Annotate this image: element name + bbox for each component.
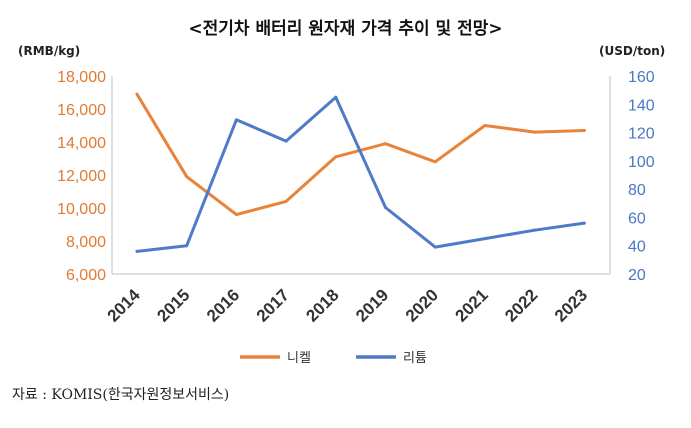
- data-point: [185, 244, 189, 248]
- x-tick-label: 2014: [104, 285, 145, 326]
- left-tick-label: 8,000: [66, 234, 106, 251]
- left-tick-label: 6,000: [66, 267, 106, 284]
- data-point: [135, 249, 139, 253]
- data-point: [483, 124, 487, 127]
- x-tick-label: 2019: [352, 285, 392, 325]
- data-point: [384, 206, 387, 210]
- data-point: [533, 130, 537, 134]
- data-point: [582, 221, 586, 225]
- right-tick-label: 40: [628, 239, 646, 256]
- right-tick-label: 80: [628, 182, 646, 199]
- right-axis-unit: (USD/ton): [599, 44, 665, 58]
- left-tick-label: 12,000: [57, 168, 106, 185]
- data-point: [433, 245, 437, 249]
- x-tick-label: 2017: [253, 285, 293, 325]
- right-tick-label: 140: [628, 97, 655, 114]
- source-note: 자료 : KOMIS(한국자원정보서비스): [12, 387, 230, 403]
- right-tick-label: 20: [628, 267, 646, 284]
- data-point: [234, 118, 238, 122]
- legend: 니켈 리튬: [240, 351, 427, 366]
- right-tick-label: 160: [628, 69, 655, 86]
- data-point: [135, 92, 139, 96]
- data-point: [334, 155, 338, 159]
- legend-label: 리튬: [403, 351, 427, 366]
- x-tick-label: 2016: [203, 285, 243, 325]
- left-axis-unit: (RMB/kg): [18, 44, 80, 58]
- x-tick-label: 2022: [501, 285, 541, 325]
- data-point: [384, 142, 387, 146]
- left-tick-label: 10,000: [57, 201, 106, 218]
- data-point: [234, 213, 238, 217]
- x-tick-label: 2015: [153, 285, 193, 325]
- data-point: [582, 128, 586, 132]
- plot-area: 6,000 8,000 10,000 12,000 14,000 16,000 18,000…: [57, 69, 655, 326]
- left-tick-label: 18,000: [57, 69, 106, 86]
- data-point: [483, 237, 487, 241]
- left-tick-label: 14,000: [57, 135, 106, 152]
- x-tick-label: 2023: [551, 285, 591, 325]
- x-tick-label: 2018: [302, 285, 342, 325]
- right-tick-label: 120: [628, 126, 655, 143]
- left-tick-label: 16,000: [57, 102, 106, 119]
- data-point: [185, 175, 189, 179]
- data-point: [433, 160, 437, 164]
- x-tick-label: 2020: [402, 285, 442, 325]
- x-tick-label: 2021: [452, 285, 492, 325]
- data-point: [284, 139, 288, 143]
- data-point: [334, 95, 338, 99]
- series-line-lithium: [135, 95, 586, 253]
- legend-label: 니켈: [287, 351, 311, 366]
- data-point: [533, 228, 537, 232]
- chart-title: <전기차 배터리 원자재 가격 추이 및 전망>: [188, 19, 503, 39]
- data-point: [284, 199, 288, 203]
- line-chart: (RMB/kg) (USD/ton) 6,000 8,000 10,000 12,00…: [18, 44, 665, 366]
- right-tick-label: 100: [628, 154, 655, 171]
- right-tick-label: 60: [628, 210, 646, 227]
